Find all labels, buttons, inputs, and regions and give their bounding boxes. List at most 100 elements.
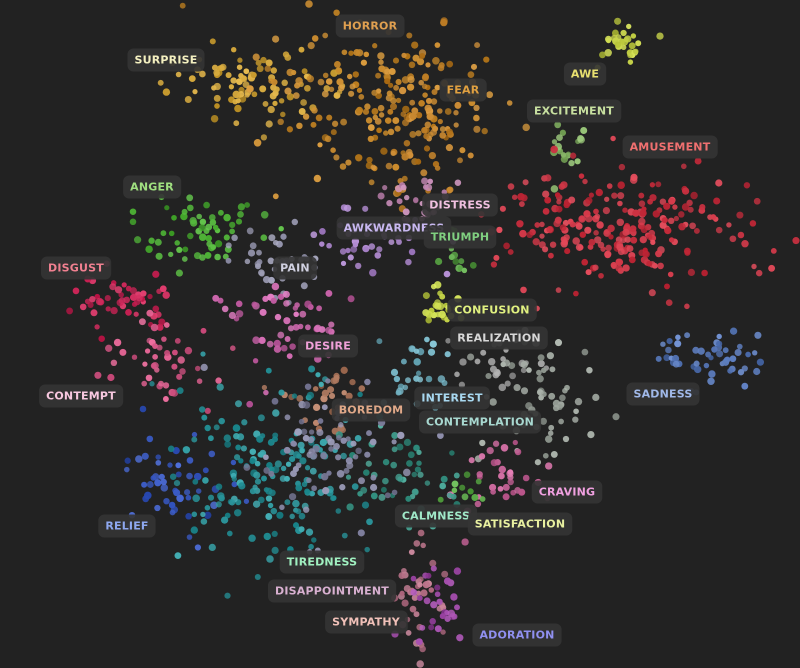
point-contemplation	[537, 354, 545, 362]
point-amusement	[726, 222, 732, 228]
point-horror	[364, 103, 371, 110]
point-satisfaction	[459, 484, 466, 491]
point-tiredness	[202, 477, 209, 484]
point-tiredness	[276, 511, 284, 519]
point-calmness	[417, 471, 424, 478]
point-pain	[262, 275, 271, 284]
point-desire	[280, 344, 288, 352]
point-horror	[349, 83, 356, 90]
point-anger	[222, 253, 229, 260]
point-disgust	[129, 293, 138, 301]
point-tiredness	[191, 511, 198, 518]
point-amusement	[650, 239, 656, 246]
point-disappointment	[328, 446, 334, 452]
point-awkwardness	[443, 270, 451, 278]
point-disappointment	[333, 442, 340, 450]
point-anger	[155, 252, 163, 260]
point-amusement	[639, 209, 647, 217]
point-anger	[186, 194, 194, 202]
point-contempt	[145, 374, 153, 382]
point-calmness	[446, 492, 453, 499]
point-tiredness	[223, 434, 231, 442]
point-surprise	[262, 100, 269, 107]
point-anger	[175, 269, 183, 277]
label-text-desire: DESIRE	[305, 340, 351, 353]
point-disappointment	[306, 477, 312, 484]
point-contemplation	[559, 394, 566, 402]
point-calmness	[413, 444, 420, 452]
point-surprise	[240, 75, 248, 83]
point-horror	[346, 73, 353, 80]
point-contemplation	[548, 424, 555, 431]
point-fear	[401, 52, 407, 59]
point-tiredness	[204, 505, 211, 511]
point-amusement	[553, 219, 561, 228]
point-amusement	[617, 192, 625, 200]
point-amusement	[600, 246, 606, 252]
point-fear	[428, 151, 437, 160]
point-tiredness	[224, 440, 232, 448]
point-amusement	[683, 247, 691, 255]
label-box-horror	[335, 14, 405, 38]
series-sadness	[655, 327, 765, 396]
point-adoration	[453, 567, 462, 575]
point-adoration	[434, 591, 441, 598]
point-sympathy	[399, 590, 405, 596]
point-horror	[481, 127, 488, 135]
point-fear	[415, 158, 422, 165]
point-craving	[512, 439, 518, 446]
point-disappointment	[355, 447, 362, 455]
point-tiredness	[190, 526, 198, 534]
point-anger	[154, 238, 162, 246]
point-relief	[186, 534, 193, 540]
point-tiredness	[335, 508, 342, 514]
point-awe	[620, 29, 627, 37]
point-adoration	[415, 638, 423, 646]
point-fear	[446, 186, 454, 193]
point-craving	[490, 489, 496, 495]
point-amusement	[622, 264, 630, 272]
point-tiredness	[309, 490, 316, 497]
point-amusement	[646, 260, 653, 267]
point-contemplation	[574, 397, 583, 406]
point-boredom	[345, 392, 353, 400]
point-anger	[181, 256, 188, 262]
point-disappointment	[340, 437, 347, 444]
point-tiredness	[176, 387, 184, 394]
point-awe	[627, 52, 633, 59]
point-disgust	[125, 285, 132, 292]
point-excitement	[550, 185, 559, 193]
point-excitement	[580, 126, 588, 135]
point-surprise	[278, 98, 285, 104]
point-relief	[146, 435, 154, 443]
point-amusement	[624, 236, 631, 243]
point-fear	[453, 122, 459, 128]
point-horror	[268, 78, 274, 84]
point-contemplation	[552, 404, 560, 412]
label-box-sadness	[626, 382, 700, 406]
point-horror	[311, 35, 319, 42]
point-tiredness	[292, 499, 300, 508]
point-amusement	[701, 269, 708, 277]
point-amusement	[569, 221, 576, 228]
point-surprise	[232, 90, 241, 99]
point-anger	[190, 219, 198, 227]
point-contempt	[200, 327, 207, 334]
point-amusement	[564, 248, 571, 255]
point-sadness	[754, 331, 762, 339]
point-amusement	[639, 236, 647, 244]
point-tiredness	[167, 445, 175, 453]
point-tiredness	[265, 367, 272, 374]
point-amusement	[681, 203, 690, 211]
point-adoration	[429, 618, 436, 625]
point-contempt	[158, 380, 164, 387]
point-amusement	[749, 220, 757, 227]
point-surprise	[250, 71, 257, 79]
point-calmness	[453, 472, 460, 479]
point-disgust	[133, 311, 139, 317]
point-desire	[277, 331, 285, 339]
point-sadness	[716, 333, 722, 340]
point-surprise	[230, 46, 237, 53]
point-disgust	[152, 305, 160, 313]
point-amusement	[588, 238, 596, 246]
